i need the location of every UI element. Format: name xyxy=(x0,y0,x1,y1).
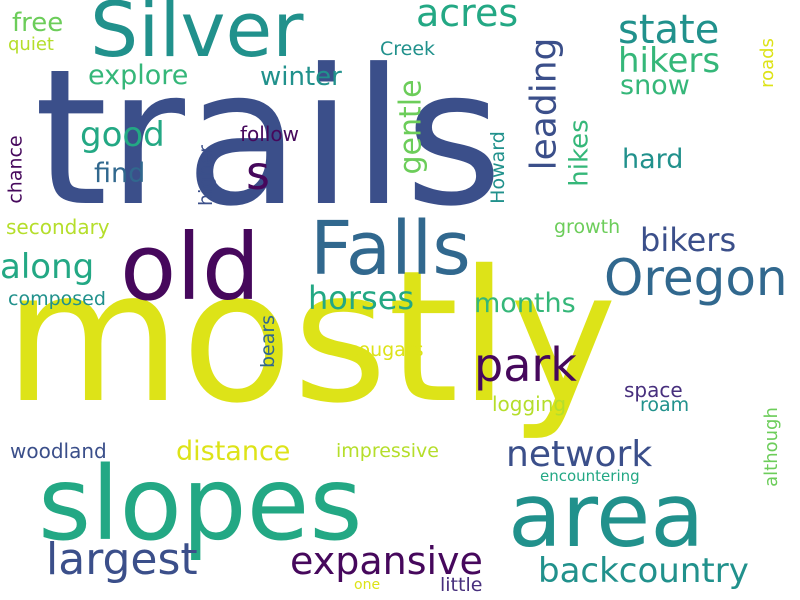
word-chance: chance xyxy=(4,135,27,204)
word-woodland: woodland xyxy=(10,439,107,463)
word-Howard: Howard xyxy=(486,131,509,204)
word-cougars: cougars xyxy=(348,339,424,361)
word-one: one xyxy=(354,577,381,593)
word-encountering: encountering xyxy=(540,467,640,485)
word-along: along xyxy=(0,247,95,287)
word-logging: logging xyxy=(492,392,567,416)
word-expansive: expansive xyxy=(290,539,483,583)
word-although: although xyxy=(760,407,782,487)
word-s: s xyxy=(246,146,270,200)
word-quiet: quiet xyxy=(8,34,54,55)
word-mostly: mostly xyxy=(4,231,618,443)
word-good: good xyxy=(80,115,165,155)
word-bikers: bikers xyxy=(640,221,737,259)
word-explore: explore xyxy=(88,60,189,91)
word-leading: leading xyxy=(523,37,565,171)
word-area: area xyxy=(508,464,705,567)
word-bears: bears xyxy=(257,314,280,369)
word-hikes: hikes xyxy=(564,119,595,187)
word-roads: roads xyxy=(756,38,778,88)
word-months: months xyxy=(474,288,576,319)
word-growth: growth xyxy=(554,216,621,238)
word-Creek: Creek xyxy=(380,38,436,60)
word-winter: winter xyxy=(260,62,342,92)
word-largest: largest xyxy=(46,534,198,585)
word-impressive: impressive xyxy=(336,440,439,462)
word-hard: hard xyxy=(622,144,684,175)
word-slopes: slopes xyxy=(38,445,363,564)
word-hikers: hikers xyxy=(618,41,721,81)
word-composed: composed xyxy=(8,288,106,310)
word-little: little xyxy=(440,574,483,596)
word-roam: roam xyxy=(640,394,690,416)
word-horses: horses xyxy=(308,279,415,317)
word-space: space xyxy=(624,378,683,402)
word-old: old xyxy=(120,214,261,321)
word-park: park xyxy=(474,338,577,392)
word-acres: acres xyxy=(416,0,519,35)
word-higher: higher xyxy=(194,145,217,206)
word-gentle: gentle xyxy=(393,79,429,175)
word-Silver: Silver xyxy=(90,0,304,74)
word-Oregon: Oregon xyxy=(604,249,788,307)
word-state: state xyxy=(618,7,720,53)
word-Falls: Falls xyxy=(310,206,471,292)
word-secondary: secondary xyxy=(6,215,110,239)
word-distance: distance xyxy=(176,436,291,467)
word-free: free xyxy=(12,8,64,38)
word-backcountry: backcountry xyxy=(538,551,749,591)
word-follow: follow xyxy=(240,122,299,146)
word-trails: trails xyxy=(34,29,503,248)
word-snow: snow xyxy=(620,70,690,101)
word-network: network xyxy=(506,434,653,475)
word-find: find xyxy=(94,158,146,189)
